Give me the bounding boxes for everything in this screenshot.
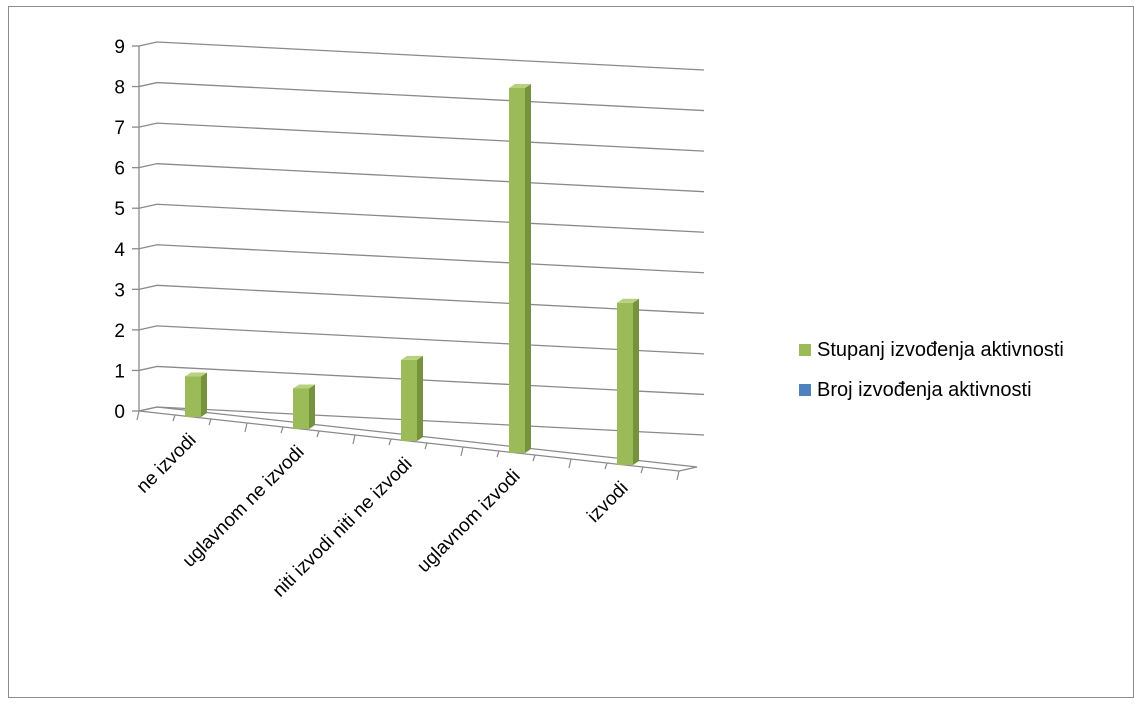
bar-side [417,355,423,441]
y-tick-label: 0 [114,402,125,423]
x-tick-mark [460,446,464,457]
x-tick-label: uglavnom izvodi [413,466,524,577]
bar-side [633,298,639,465]
x-tick-mark [352,434,356,445]
y-tick-label: 9 [114,37,125,58]
legend: Stupanj izvođenja aktivnosti Broj izvođe… [799,330,1064,410]
legend-swatch-green [799,344,811,356]
x-tick-mark [172,414,176,422]
x-tick-mark [424,442,428,450]
x-tick-mark [244,422,248,433]
bars [185,84,639,465]
x-tick-mark [604,462,608,470]
y-tick-label: 5 [114,199,125,220]
gridlines [138,41,705,436]
x-tick-mark [280,426,284,434]
bar [617,298,639,465]
bar-side [201,372,207,417]
x-tick-mark [316,430,320,438]
x-tick-mark [676,470,680,481]
bar-front [617,302,633,465]
legend-item-broj: Broj izvođenja aktivnosti [799,370,1064,410]
x-tick-mark [640,466,644,474]
bar-side [309,384,315,429]
bar [185,372,207,417]
x-tick-mark [388,438,392,446]
gridline [138,203,705,233]
bar-top [617,298,639,303]
x-tick-label: uglavnom ne izvodi [179,442,309,572]
gridline [138,41,705,71]
legend-label-broj: Broj izvođenja aktivnosti [817,378,1032,401]
legend-swatch-blue [799,384,811,396]
bar [509,84,531,453]
legend-label-stupanj: Stupanj izvođenja aktivnosti [817,338,1064,361]
bar-front [401,359,417,441]
x-tick-mark [532,454,536,462]
y-tick-label: 2 [114,321,125,342]
y-tick-label: 3 [114,280,125,301]
x-tick-mark [496,450,500,458]
y-tick-label: 8 [114,78,125,99]
bar-side [525,84,531,453]
y-tick-label: 1 [114,361,125,382]
gridline [138,81,705,112]
gridline [138,122,705,152]
x-tick-label: ne izvodi [133,430,201,498]
bar-top [401,355,423,360]
y-tick-label: 6 [114,159,125,180]
axes [132,45,698,481]
bar-top [185,372,207,377]
x-tick-label: izvodi [583,478,632,527]
bar-top [293,384,315,389]
gridline [138,163,705,193]
chart-frame: 0 1 2 3 4 5 6 7 8 9 ne izvodi uglavnom ne izvodi ni… [8,6,1134,698]
gridline [138,244,705,274]
x-tick-mark [136,410,140,421]
bar-top [509,84,531,88]
bar [401,355,423,441]
bar [293,384,315,429]
x-tick-mark [568,458,572,469]
y-tick-label: 4 [114,240,125,261]
legend-item-stupanj: Stupanj izvođenja aktivnosti [799,330,1064,370]
bar-front [293,388,309,429]
x-tick-label: niti izvodi niti ne izvodi [269,454,417,602]
y-tick-labels: 0 1 2 3 4 5 6 7 8 9 [114,37,125,423]
x-tick-mark [208,418,212,426]
bar-front [185,376,201,417]
bar-front [509,88,525,453]
y-tick-label: 7 [114,118,125,139]
